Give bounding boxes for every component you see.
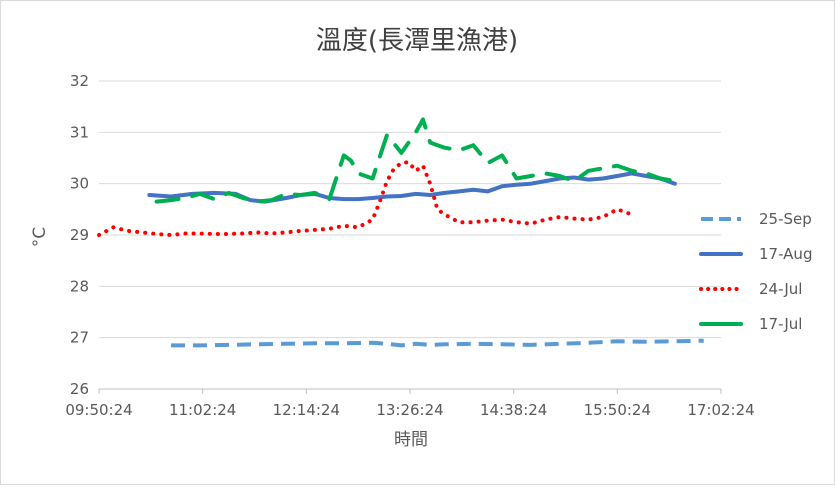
y-tick-label: 26	[70, 380, 89, 398]
legend-label: 17-Aug	[759, 245, 812, 263]
series-lines	[97, 117, 704, 348]
x-tick-label: 11:02:24	[169, 401, 236, 419]
y-tick-label: 32	[70, 72, 89, 90]
x-tick-label: 14:38:24	[480, 401, 547, 419]
series-line-17-Jul	[154, 117, 677, 204]
y-axis-title: °C	[30, 227, 50, 247]
x-tick-labels: 09:50:24 11:02:24 12:14:24 13:26:24 14:38:24…	[65, 401, 754, 419]
x-tick-label: 09:50:24	[65, 401, 132, 419]
x-axis-title: 時間	[394, 430, 428, 450]
y-tick-label: 29	[70, 226, 89, 244]
series-line-25-Sep	[171, 338, 704, 348]
series-line-17-Aug	[147, 171, 677, 204]
series-line-24-Jul	[97, 160, 634, 237]
legend: 25-Sep 17-Aug 24-Jul 17-Jul	[699, 210, 812, 333]
x-tick-label: 12:14:24	[273, 401, 340, 419]
gridlines	[98, 80, 722, 394]
legend-label: 24-Jul	[759, 280, 802, 298]
y-tick-labels: 26 27 28 29 30 31 32	[70, 72, 89, 398]
legend-label: 25-Sep	[759, 210, 812, 228]
y-tick-label: 30	[70, 175, 89, 193]
x-tick-label: 15:50:24	[584, 401, 651, 419]
x-tick-label: 17:02:24	[687, 401, 754, 419]
chart-title: 溫度(長潭里漁港)	[316, 26, 518, 56]
y-tick-label: 31	[70, 123, 89, 141]
y-tick-label: 28	[70, 277, 89, 295]
y-tick-label: 27	[70, 329, 89, 347]
legend-label: 17-Jul	[759, 315, 802, 333]
x-tick-label: 13:26:24	[376, 401, 443, 419]
